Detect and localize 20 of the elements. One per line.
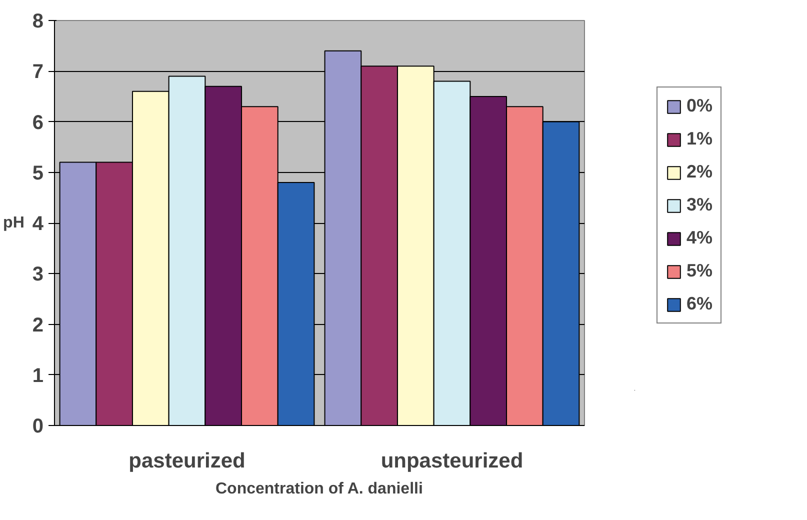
y-tick-label: 6 xyxy=(32,112,44,134)
legend-label: 2% xyxy=(686,162,713,182)
y-tick-label: 8 xyxy=(32,10,44,32)
y-tick-label: 1 xyxy=(32,364,44,387)
y-axis-title: pH xyxy=(3,214,24,232)
legend-label: 5% xyxy=(686,260,713,282)
legend-label: 0% xyxy=(686,96,713,116)
x-axis-title: Concentration of A. danielli xyxy=(215,480,423,498)
y-tick-label: 5 xyxy=(32,162,44,184)
legend-label: 1% xyxy=(686,128,713,150)
legend-label: 6% xyxy=(686,294,713,314)
legend-label: 4% xyxy=(686,228,713,248)
x-tick-label: unpasteurized xyxy=(380,450,524,472)
legend-label: 3% xyxy=(686,194,713,216)
y-tick-label: 0 xyxy=(32,416,44,438)
y-tick-label: 4 xyxy=(32,213,44,235)
y-tick-label: 2 xyxy=(32,314,44,336)
x-tick-label: pasteurized xyxy=(128,450,246,472)
y-tick-label: 3 xyxy=(32,264,44,286)
y-tick-label: 7 xyxy=(32,61,44,84)
